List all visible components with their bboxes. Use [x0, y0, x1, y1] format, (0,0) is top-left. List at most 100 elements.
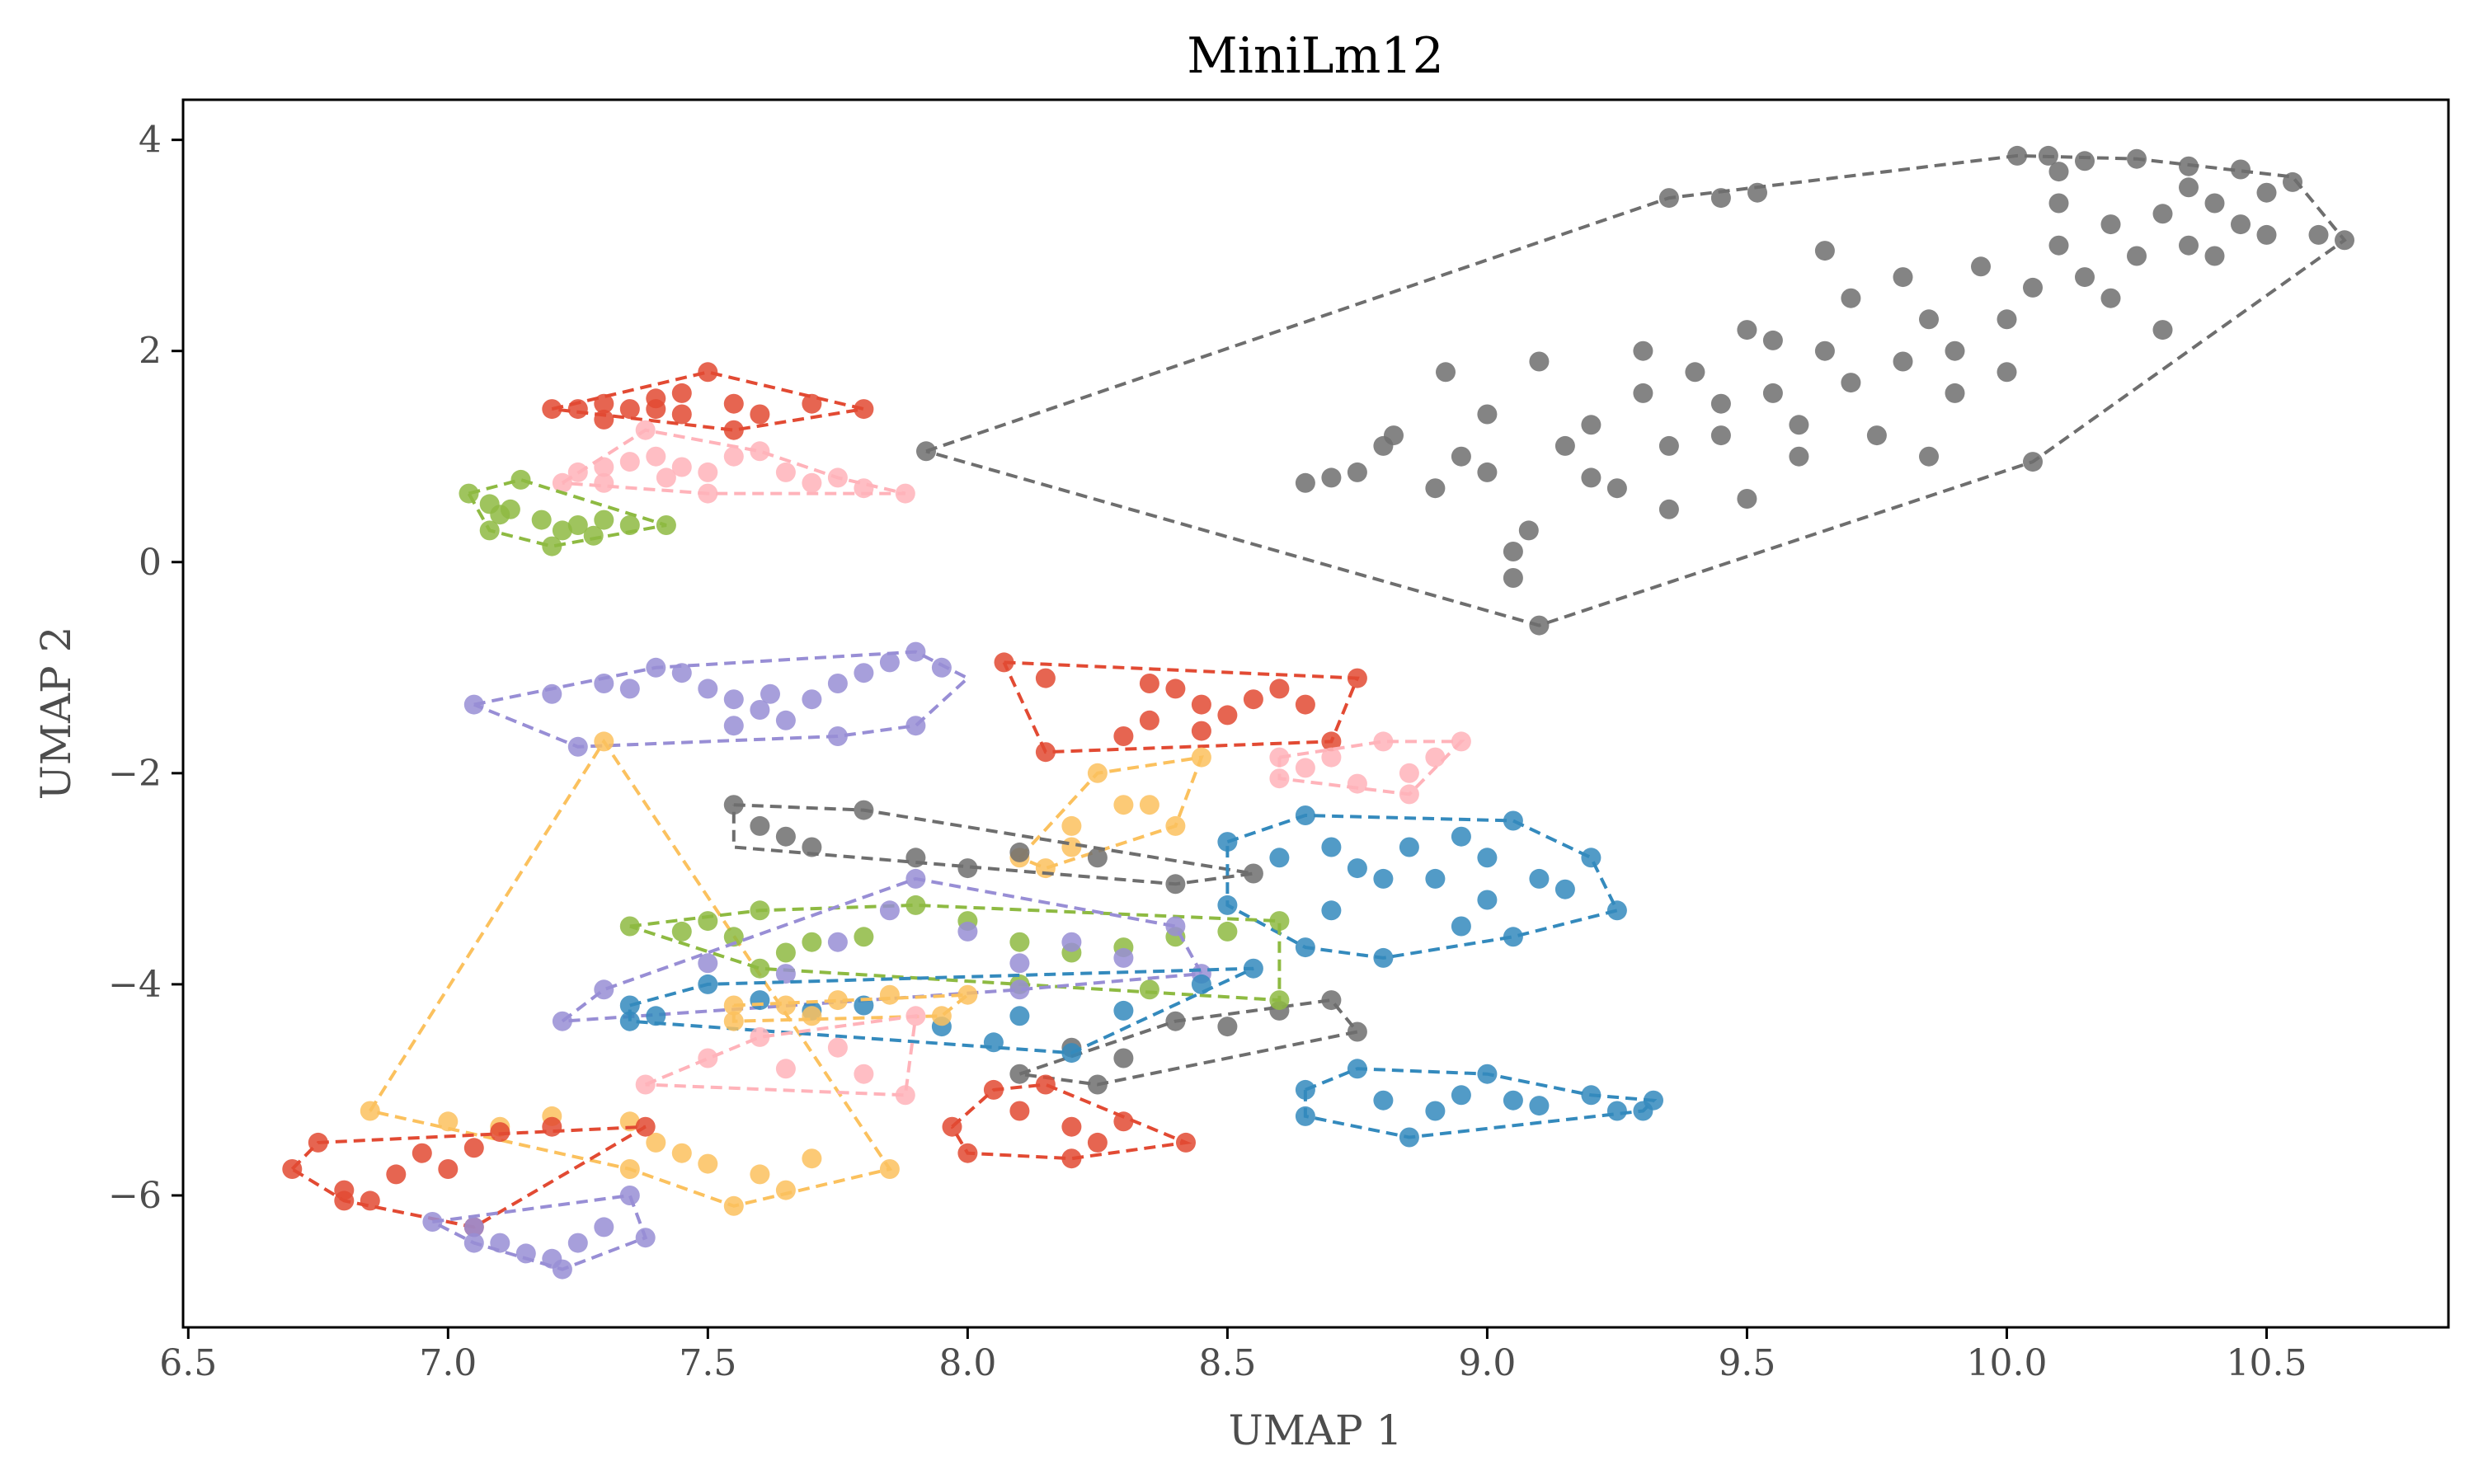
data-point — [1581, 467, 1602, 488]
data-point — [895, 1085, 915, 1106]
data-point — [1399, 837, 1419, 857]
data-point — [646, 1006, 666, 1026]
data-point — [2256, 182, 2277, 203]
cluster-5 — [994, 652, 1367, 763]
data-point — [775, 964, 796, 984]
cluster-3 — [459, 469, 676, 556]
data-point — [750, 990, 770, 1011]
data-point — [1295, 472, 1315, 493]
data-point — [1658, 435, 1679, 456]
x-tick-label: 9.5 — [1718, 1342, 1776, 1384]
data-point — [723, 420, 744, 440]
data-point — [671, 1143, 692, 1163]
cluster-hull — [467, 477, 667, 548]
cluster-7 — [360, 731, 900, 1216]
data-point — [2048, 193, 2069, 214]
cluster-8 — [1009, 747, 1211, 879]
cluster-10 — [1009, 990, 1367, 1095]
data-point — [1581, 848, 1602, 868]
data-point — [1503, 810, 1523, 831]
data-point — [1425, 747, 1446, 768]
data-point — [646, 399, 666, 420]
cluster-0 — [916, 145, 2354, 636]
data-point — [1893, 267, 1913, 288]
data-point — [1269, 848, 1290, 868]
data-point — [1841, 288, 1861, 308]
data-point — [1606, 900, 1627, 921]
data-point — [854, 927, 874, 947]
data-point — [854, 399, 874, 420]
data-point — [2179, 235, 2199, 256]
data-point — [2152, 320, 2173, 340]
data-point — [750, 700, 770, 720]
data-point — [1295, 758, 1315, 778]
data-point — [1762, 383, 1783, 403]
data-point — [656, 467, 676, 488]
cluster-hull — [473, 650, 971, 749]
data-point — [698, 953, 718, 974]
data-point — [646, 446, 666, 467]
data-point — [542, 536, 562, 556]
data-point — [905, 848, 926, 868]
data-point — [2048, 162, 2069, 182]
data-point — [1087, 848, 1108, 868]
data-point — [1710, 188, 1731, 209]
data-point — [594, 472, 614, 493]
data-point — [1191, 694, 1211, 715]
data-point — [1945, 383, 1965, 403]
data-point — [1373, 868, 1394, 889]
data-point — [1165, 916, 1186, 937]
data-point — [1503, 1090, 1523, 1111]
data-point — [567, 1233, 588, 1253]
x-tick-label: 10.0 — [1966, 1342, 2047, 1384]
data-point — [1554, 879, 1575, 899]
data-point — [1529, 868, 1550, 889]
data-point — [1477, 848, 1498, 868]
cluster-13 — [619, 895, 1290, 1011]
data-point — [775, 826, 796, 847]
data-point — [542, 1116, 562, 1137]
x-tick-label: 9.0 — [1458, 1342, 1516, 1384]
cluster-19 — [282, 1116, 656, 1237]
data-point — [1789, 446, 1809, 467]
data-point — [1606, 1101, 1627, 1121]
data-point — [750, 404, 770, 425]
data-point — [1321, 837, 1342, 857]
data-point — [2179, 177, 2199, 198]
data-point — [1503, 568, 1523, 588]
data-point — [723, 927, 744, 947]
data-point — [1191, 721, 1211, 741]
data-point — [1529, 1096, 1550, 1116]
data-point — [1814, 340, 1835, 361]
data-point — [1789, 415, 1809, 435]
cluster-20 — [422, 1186, 656, 1280]
data-point — [1347, 773, 1367, 794]
data-point — [1243, 863, 1263, 884]
data-point — [1061, 1148, 1082, 1169]
data-point — [1893, 351, 1913, 372]
data-point — [827, 674, 848, 693]
data-point — [827, 990, 848, 1011]
data-point — [2127, 246, 2147, 266]
data-point — [1425, 478, 1446, 499]
cluster-hull — [731, 803, 1254, 886]
data-point — [1737, 320, 1757, 340]
data-point — [671, 457, 692, 477]
x-tick-label: 10.5 — [2226, 1342, 2307, 1384]
data-point — [723, 446, 744, 467]
y-tick-label: −6 — [108, 1175, 162, 1217]
cluster-14 — [552, 868, 1211, 1031]
cluster-9 — [723, 795, 1263, 895]
data-point — [1113, 795, 1134, 815]
data-point — [1399, 763, 1419, 783]
data-point — [1658, 499, 1679, 519]
data-point — [723, 689, 744, 710]
data-point — [1165, 679, 1186, 699]
data-point — [1945, 340, 1965, 361]
data-point — [802, 1006, 822, 1026]
data-point — [594, 457, 614, 477]
data-point — [2231, 159, 2251, 180]
data-point — [905, 895, 926, 915]
data-point — [698, 362, 718, 383]
